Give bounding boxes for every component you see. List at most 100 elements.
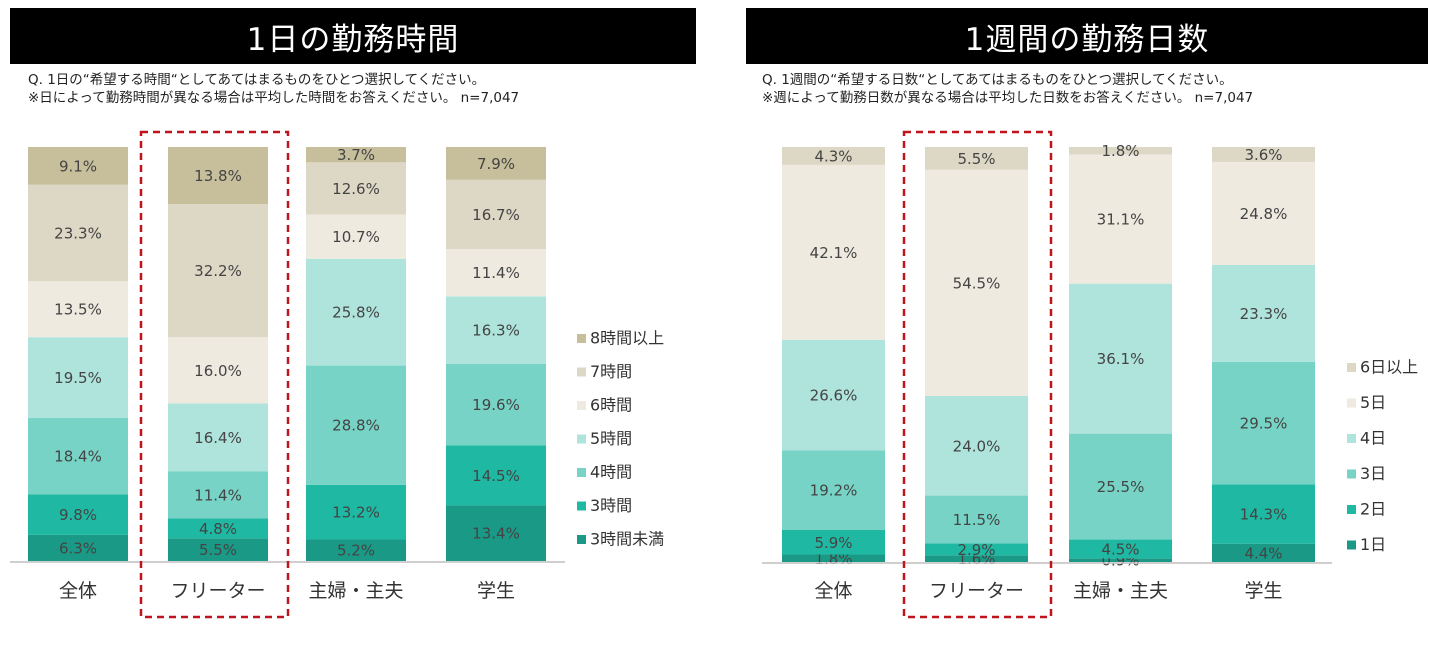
legend-label: 6日以上 <box>1360 358 1418 377</box>
bar-segment <box>1069 433 1172 540</box>
data-label: 18.4% <box>54 448 102 466</box>
bar-segment <box>168 403 268 472</box>
category-label: 主婦・主夫 <box>308 580 403 602</box>
legend-swatch <box>577 468 586 477</box>
bar-segment <box>28 418 128 495</box>
data-label: 26.6% <box>810 387 858 405</box>
data-label: 24.0% <box>953 437 1001 455</box>
data-label: 14.3% <box>1240 506 1288 524</box>
highlight-box <box>139 130 290 619</box>
legend-label: 4時間 <box>590 463 632 482</box>
data-label: 4.4% <box>1244 544 1282 562</box>
legend-swatch <box>577 535 586 544</box>
legend-label: 4日 <box>1360 429 1386 448</box>
legend-swatch <box>577 334 586 343</box>
data-label: 10.7% <box>332 228 380 246</box>
data-label: 16.4% <box>194 429 242 447</box>
data-label: 23.3% <box>54 224 102 242</box>
legend-label: 2日 <box>1360 500 1386 519</box>
data-label: 14.5% <box>472 467 520 485</box>
data-label: 25.5% <box>1097 478 1145 496</box>
bar-segment <box>28 534 128 561</box>
right-panel: 1週間の勤務日数 Q. 1週間の“希望する日数“としてあてはまるものをひとつ選択… <box>730 0 1445 648</box>
legend-label: 5日 <box>1360 393 1386 412</box>
highlight-box <box>902 130 1053 619</box>
note-text: ※日によって勤務時間が異なる場合は平均した時間をお答えください。 n=7,047 <box>28 90 520 106</box>
bar-segment <box>925 147 1028 170</box>
data-label: 54.5% <box>953 274 1001 292</box>
legend-swatch <box>1347 505 1356 514</box>
left-panel: 1日の勤務時間 Q. 1日の“希望する時間“としてあてはまるものをひとつ選択して… <box>0 0 720 648</box>
legend-swatch <box>577 367 586 377</box>
data-label: 13.8% <box>194 167 242 185</box>
bar-segment <box>28 281 128 338</box>
category-label: 学生 <box>1244 580 1282 602</box>
data-label: 36.1% <box>1097 350 1145 368</box>
data-label: 2.9% <box>957 541 995 559</box>
data-label: 7.9% <box>477 155 515 173</box>
data-label: 23.3% <box>1240 305 1288 323</box>
bar-segment <box>168 147 268 205</box>
bar-segment <box>446 179 546 250</box>
bar-segment <box>1212 484 1315 544</box>
data-label: 31.1% <box>1097 211 1145 229</box>
bar-segment <box>1069 147 1172 155</box>
legend-label: 8時間以上 <box>590 329 664 348</box>
bar-segment <box>1212 264 1315 362</box>
data-label: 28.8% <box>332 417 380 435</box>
data-label: 16.7% <box>472 206 520 224</box>
bar-segment <box>782 147 885 165</box>
data-label: 16.3% <box>472 322 520 340</box>
category-label: 学生 <box>477 580 515 602</box>
chart-title: 1週間の勤務日数 <box>746 8 1428 64</box>
data-label: 5.5% <box>957 150 995 168</box>
bar-segment <box>168 337 268 404</box>
bar-segment <box>925 396 1028 496</box>
legend-swatch <box>577 401 586 410</box>
data-label: 13.4% <box>472 525 520 543</box>
data-label: 29.5% <box>1240 415 1288 433</box>
bar-segment <box>1069 283 1172 434</box>
legend-swatch <box>1347 434 1356 443</box>
bar-segment <box>168 518 268 539</box>
legend-swatch <box>577 501 586 511</box>
bar-segment <box>28 184 128 282</box>
data-label: 4.5% <box>1101 540 1139 558</box>
bar-segment <box>306 162 406 215</box>
stacked-bar-chart-days: 1.8%5.9%19.2%26.6%42.1%4.3%1.6%2.9%11.5%… <box>762 130 1418 619</box>
bar-segment <box>168 471 268 519</box>
bar-segment <box>1069 558 1172 562</box>
bar-segment <box>1212 161 1315 265</box>
bar-segment <box>306 214 406 259</box>
data-label: 24.8% <box>1240 205 1288 223</box>
bar-segment <box>306 365 406 485</box>
data-label: 4.8% <box>199 520 237 538</box>
bar-segment <box>446 505 546 561</box>
legend-swatch <box>1347 540 1356 550</box>
bar-segment <box>446 296 546 364</box>
legend-swatch <box>1347 363 1356 372</box>
legend-label: 3時間 <box>590 496 632 515</box>
bar-segment <box>1212 543 1315 562</box>
bar-segment <box>168 538 268 561</box>
legend-label: 3時間未満 <box>590 530 664 549</box>
legend-label: 6時間 <box>590 396 632 415</box>
category-label: 全体 <box>814 580 852 602</box>
data-label: 13.5% <box>54 301 102 319</box>
bar-segment <box>28 494 128 535</box>
data-label: 3.7% <box>337 146 375 164</box>
bar-segment <box>306 258 406 366</box>
data-label: 11.4% <box>472 264 520 282</box>
data-label: 5.5% <box>199 541 237 559</box>
bar-segment <box>306 539 406 561</box>
data-label: 11.5% <box>953 511 1001 529</box>
data-label: 1.8% <box>1101 142 1139 160</box>
bar-segment <box>782 554 885 562</box>
category-label: 全体 <box>59 580 97 602</box>
bar-segment <box>1212 361 1315 485</box>
bar-segment <box>925 543 1028 556</box>
data-label: 12.6% <box>332 180 380 198</box>
data-label: 13.2% <box>332 504 380 522</box>
bar-segment <box>925 555 1028 562</box>
bar-segment <box>306 484 406 540</box>
